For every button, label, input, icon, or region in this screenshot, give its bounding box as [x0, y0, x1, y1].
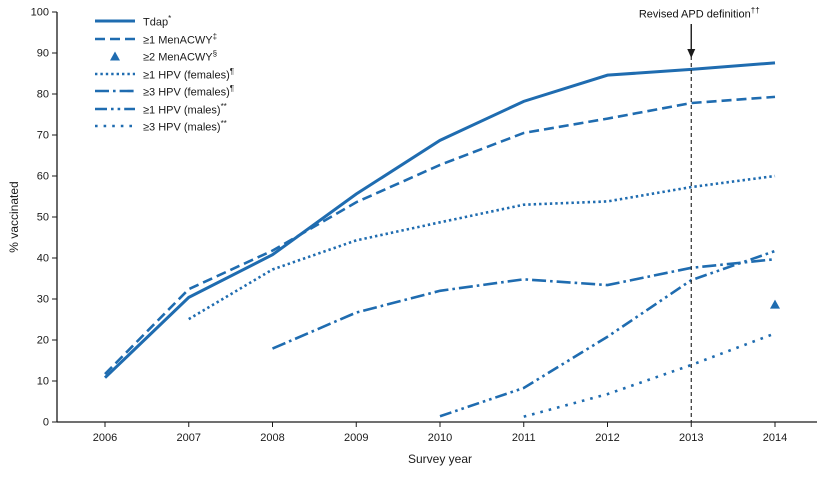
- legend-label: ≥1 HPV (females)¶: [143, 66, 235, 82]
- y-tick-label: 80: [37, 89, 49, 101]
- annotation-label: Revised APD definition††: [639, 6, 760, 21]
- marker-menacwy-2plus: [770, 299, 780, 309]
- legend-footnote-mark: §: [212, 49, 218, 59]
- legend-sample-tdap: [95, 19, 135, 23]
- legend-sample-hpv-1plus-females: [95, 72, 135, 75]
- legend-footnote-mark: ‡: [212, 31, 218, 41]
- legend-label: ≥2 MenACWY§: [143, 49, 218, 64]
- legend-footnote-mark: **: [220, 119, 227, 129]
- x-tick-label: 2014: [763, 432, 787, 444]
- legend-label: Tdap*: [143, 14, 172, 29]
- legend-label: ≥1 MenACWY‡: [143, 31, 218, 47]
- series-line-hpv-1plus-males: [439, 249, 776, 418]
- annotation-footnote-mark: ††: [750, 6, 760, 15]
- legend-item-menacwy-2plus: ≥2 MenACWY§: [95, 49, 234, 64]
- x-tick-label: 2012: [595, 432, 619, 444]
- y-tick-label: 70: [37, 130, 49, 142]
- legend-item-hpv-3plus-males: ≥3 HPV (males)**: [95, 119, 234, 134]
- legend-item-hpv-1plus-males: ≥1 HPV (males)**: [95, 101, 234, 117]
- y-tick-label: 40: [37, 253, 49, 265]
- y-tick-label: 0: [43, 417, 49, 429]
- legend-item-hpv-1plus-females: ≥1 HPV (females)¶: [95, 66, 235, 82]
- legend-sample-menacwy-2plus: [110, 51, 120, 61]
- legend-sample-menacwy-1plus: [95, 37, 135, 40]
- triangle-marker-icon: [110, 51, 120, 61]
- series-line-tdap: [103, 61, 776, 379]
- legend-item-hpv-3plus-females: ≥3 HPV (females)¶: [95, 84, 235, 99]
- y-tick-label: 60: [37, 171, 49, 183]
- legend-label: ≥3 HPV (females)¶: [143, 84, 235, 99]
- legend-footnote-mark: **: [220, 101, 227, 111]
- x-tick-label: 2009: [344, 432, 368, 444]
- x-axis-title: Survey year: [407, 452, 473, 466]
- chart-legend: Tdap* ≥1 MenACWY‡ ≥2 MenACWY§ ≥1 HPV (femal…: [95, 14, 235, 134]
- y-tick-label: 100: [31, 7, 49, 19]
- x-tick-label: 2010: [428, 432, 452, 444]
- y-tick-label: 50: [37, 212, 49, 224]
- series-line-hpv-3plus-males: [523, 332, 776, 418]
- x-tick-label: 2006: [93, 432, 117, 444]
- series-line-hpv-1plus-females: [188, 174, 776, 321]
- legend-footnote-mark: *: [168, 14, 172, 24]
- y-tick-label: 90: [37, 48, 49, 60]
- x-tick-label: 2013: [679, 432, 703, 444]
- y-tick-label: 20: [37, 335, 49, 347]
- legend-sample-hpv-3plus-females: [95, 89, 135, 93]
- legend-footnote-mark: ¶: [229, 84, 235, 94]
- y-tick-label: 10: [37, 376, 49, 388]
- y-tick-label: 30: [37, 294, 49, 306]
- y-axis-title: % vaccinated: [7, 181, 21, 253]
- series-line-menacwy-1plus: [104, 95, 776, 375]
- legend-sample-hpv-3plus-males: [95, 124, 135, 128]
- legend-label: ≥1 HPV (males)**: [143, 101, 227, 117]
- series-line-hpv-3plus-females: [271, 257, 776, 350]
- legend-item-menacwy-1plus: ≥1 MenACWY‡: [95, 31, 234, 47]
- x-tick-label: 2007: [177, 432, 201, 444]
- legend-item-tdap: Tdap*: [95, 14, 234, 29]
- legend-label: ≥3 HPV (males)**: [143, 119, 227, 134]
- annotation-arrow-head: [687, 49, 696, 58]
- annotation-text: Revised APD definition: [638, 8, 751, 21]
- legend-sample-hpv-1plus-males: [95, 107, 135, 110]
- x-tick-label: 2011: [512, 432, 536, 444]
- x-tick-label: 2008: [260, 432, 284, 444]
- legend-footnote-mark: ¶: [229, 66, 235, 76]
